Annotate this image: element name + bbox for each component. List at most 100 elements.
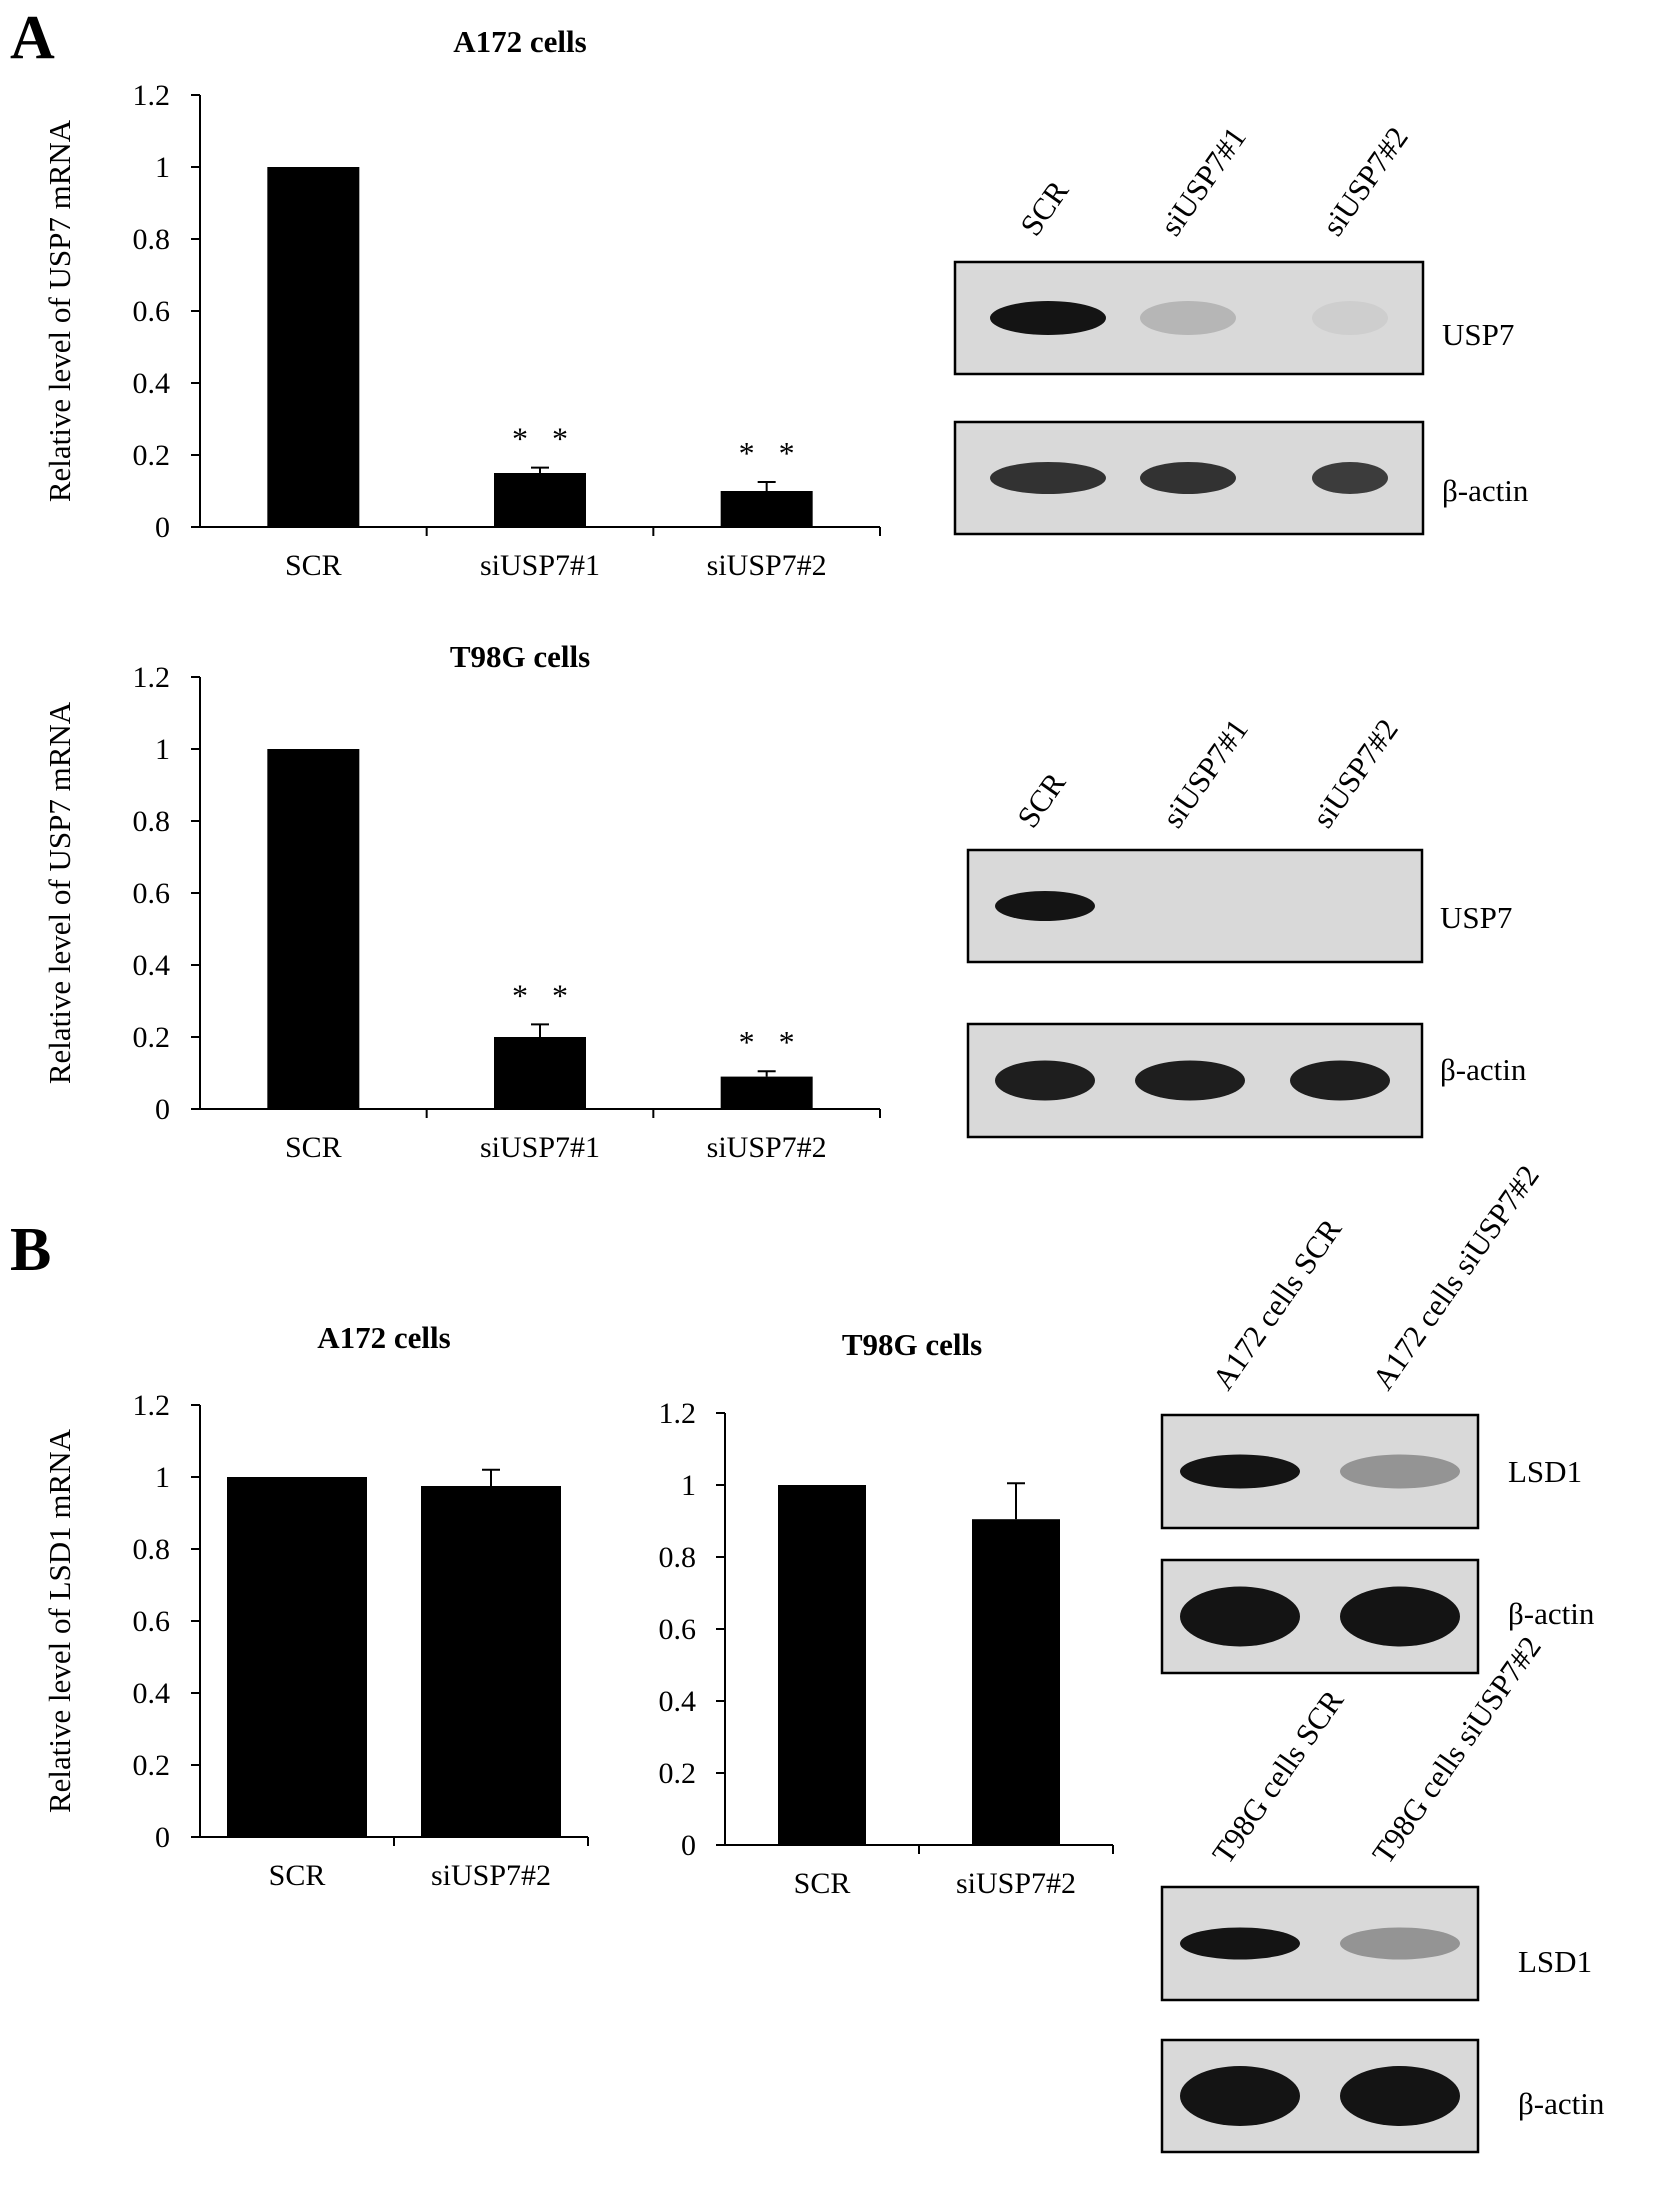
blot-row-label: β-actin xyxy=(1508,1596,1595,1631)
y-tick-label: 1 xyxy=(681,1469,696,1502)
chart-title: A172 cells xyxy=(453,24,586,59)
bar-chart-3: A172 cells Relative level of LSD1 mRNA 0 0.… xyxy=(42,1320,589,1892)
y-tick-label: 0.2 xyxy=(133,439,171,472)
blot-band xyxy=(995,891,1095,921)
bar-SCR xyxy=(227,1477,367,1837)
y-tick-label: 0.4 xyxy=(133,367,171,400)
y-tick-label: 0.6 xyxy=(133,295,171,328)
y-tick-label: 1.2 xyxy=(133,1389,171,1422)
panel-b-letter: B xyxy=(10,1216,51,1284)
blot-band xyxy=(1180,2066,1300,2126)
x-tick-label: SCR xyxy=(794,1867,851,1900)
blot-band xyxy=(990,301,1106,335)
blot-row-label: USP7 xyxy=(1440,900,1512,935)
y-tick-label: 0.6 xyxy=(133,877,171,910)
x-tick-label: siUSP7#2 xyxy=(707,549,827,582)
blot-row-label: USP7 xyxy=(1442,317,1514,352)
western-blot-4: T98G cells SCR T98G cells siUSP7#2LSD1β-a… xyxy=(1160,1630,1605,2154)
blot-band xyxy=(1180,1586,1300,1647)
blot-row-label: LSD1 xyxy=(1508,1454,1582,1489)
blot-row-label: β-actin xyxy=(1442,473,1529,508)
y-tick-label: 0 xyxy=(155,1821,170,1854)
y-tick-label: 0 xyxy=(155,511,170,544)
y-tick-label: 1.2 xyxy=(133,79,171,112)
blot-band xyxy=(1340,1586,1460,1647)
y-axis-label: Relative level of USP7 mRNA xyxy=(42,119,77,502)
lane-label: T98G cells SCR xyxy=(1205,1683,1350,1870)
bar-SCR xyxy=(778,1485,866,1845)
lane-label: siUSP7#1 xyxy=(1155,712,1255,834)
y-tick-label: 0.4 xyxy=(659,1685,697,1718)
blot-row-label: LSD1 xyxy=(1518,1944,1592,1979)
bar-siUSP7#2 xyxy=(421,1486,561,1837)
western-blot-2: SCR siUSP7#1 siUSP7#2 USP7 β-actin xyxy=(966,712,1527,1139)
bar-chart-1: A172 cells Relative level of USP7 mRNA 0 0.… xyxy=(42,24,881,582)
bar-siUSP7#1 xyxy=(494,1037,586,1109)
blot-band xyxy=(1180,1454,1300,1489)
lane-label: siUSP7#2 xyxy=(1315,120,1415,242)
lane-label: SCR xyxy=(1013,174,1075,242)
y-tick-label: 1.2 xyxy=(133,661,171,694)
western-blot-1: SCR siUSP7#1 siUSP7#2 USP7 β-actin xyxy=(953,120,1529,536)
y-tick-label: 0.2 xyxy=(133,1021,171,1054)
y-tick-label: 0.2 xyxy=(133,1749,171,1782)
y-tick-label: 1.2 xyxy=(659,1397,697,1430)
x-tick-label: SCR xyxy=(285,1131,342,1164)
significance-label: * * xyxy=(739,1024,795,1060)
charts-layer: A172 cells Relative level of USP7 mRNA 0 0.… xyxy=(42,24,1114,1900)
y-tick-label: 1 xyxy=(155,1461,170,1494)
blot-band xyxy=(1140,462,1236,494)
blot-row-label: β-actin xyxy=(1518,2086,1605,2121)
x-tick-label: SCR xyxy=(269,1859,326,1892)
blot-band xyxy=(1340,1454,1460,1489)
lane-label: siUSP7#2 xyxy=(1305,712,1405,834)
western-blot-3: A172 cells SCR A172 cells siUSP7#2 LSD1 β-a… xyxy=(1160,1159,1595,1675)
blot-band xyxy=(1290,1060,1390,1101)
panel-a-letter: A xyxy=(10,4,55,72)
bar-SCR xyxy=(267,167,360,527)
blot-band xyxy=(1140,301,1236,335)
blot-band xyxy=(1340,2066,1460,2126)
y-tick-label: 0.8 xyxy=(133,805,171,838)
x-tick-label: siUSP7#1 xyxy=(480,1131,600,1164)
lane-label: A172 cells siUSP7#2 xyxy=(1365,1159,1546,1396)
blot-band xyxy=(1312,462,1388,494)
significance-label: * * xyxy=(512,977,568,1013)
bar-SCR xyxy=(267,749,360,1109)
y-tick-label: 0.8 xyxy=(133,223,171,256)
blot-row-label: β-actin xyxy=(1440,1052,1527,1087)
lane-label: SCR xyxy=(1010,766,1072,834)
y-tick-label: 0.4 xyxy=(133,949,171,982)
blot-band xyxy=(995,1060,1095,1101)
bar-siUSP7#2 xyxy=(972,1519,1060,1845)
x-tick-label: siUSP7#2 xyxy=(707,1131,827,1164)
significance-label: * * xyxy=(512,421,568,457)
significance-label: * * xyxy=(739,435,795,471)
blot-band xyxy=(1340,1927,1460,1960)
x-tick-label: siUSP7#1 xyxy=(480,549,600,582)
blots-layer: SCR siUSP7#1 siUSP7#2 USP7 β-actin SCR siUSP7#… xyxy=(953,120,1605,2154)
y-tick-label: 1 xyxy=(155,733,170,766)
blot-band xyxy=(1180,1927,1300,1960)
chart-title: A172 cells xyxy=(317,1320,450,1355)
y-tick-label: 0 xyxy=(681,1829,696,1862)
x-tick-label: SCR xyxy=(285,549,342,582)
x-tick-label: siUSP7#2 xyxy=(956,1867,1076,1900)
y-tick-label: 0.8 xyxy=(133,1533,171,1566)
bar-siUSP7#2 xyxy=(720,491,813,527)
bar-chart-4: T98G cells 0 0.2 0.4 0.6 0.8 1 1.2 SCR siUSP7#2 xyxy=(659,1327,1114,1900)
y-tick-label: 0.4 xyxy=(133,1677,171,1710)
blot-band xyxy=(990,462,1106,494)
chart-title: T98G cells xyxy=(842,1327,982,1362)
blot-band xyxy=(1135,1060,1245,1101)
lane-label: A172 cells SCR xyxy=(1205,1212,1348,1396)
y-tick-label: 0.8 xyxy=(659,1541,697,1574)
lane-label: siUSP7#1 xyxy=(1153,120,1253,242)
bar-siUSP7#2 xyxy=(720,1076,813,1109)
y-axis-label: Relative level of LSD1 mRNA xyxy=(42,1428,77,1813)
y-tick-label: 0.6 xyxy=(659,1613,697,1646)
bar-siUSP7#1 xyxy=(494,473,586,527)
x-tick-label: siUSP7#2 xyxy=(431,1859,551,1892)
y-axis-label: Relative level of USP7 mRNA xyxy=(42,701,77,1084)
